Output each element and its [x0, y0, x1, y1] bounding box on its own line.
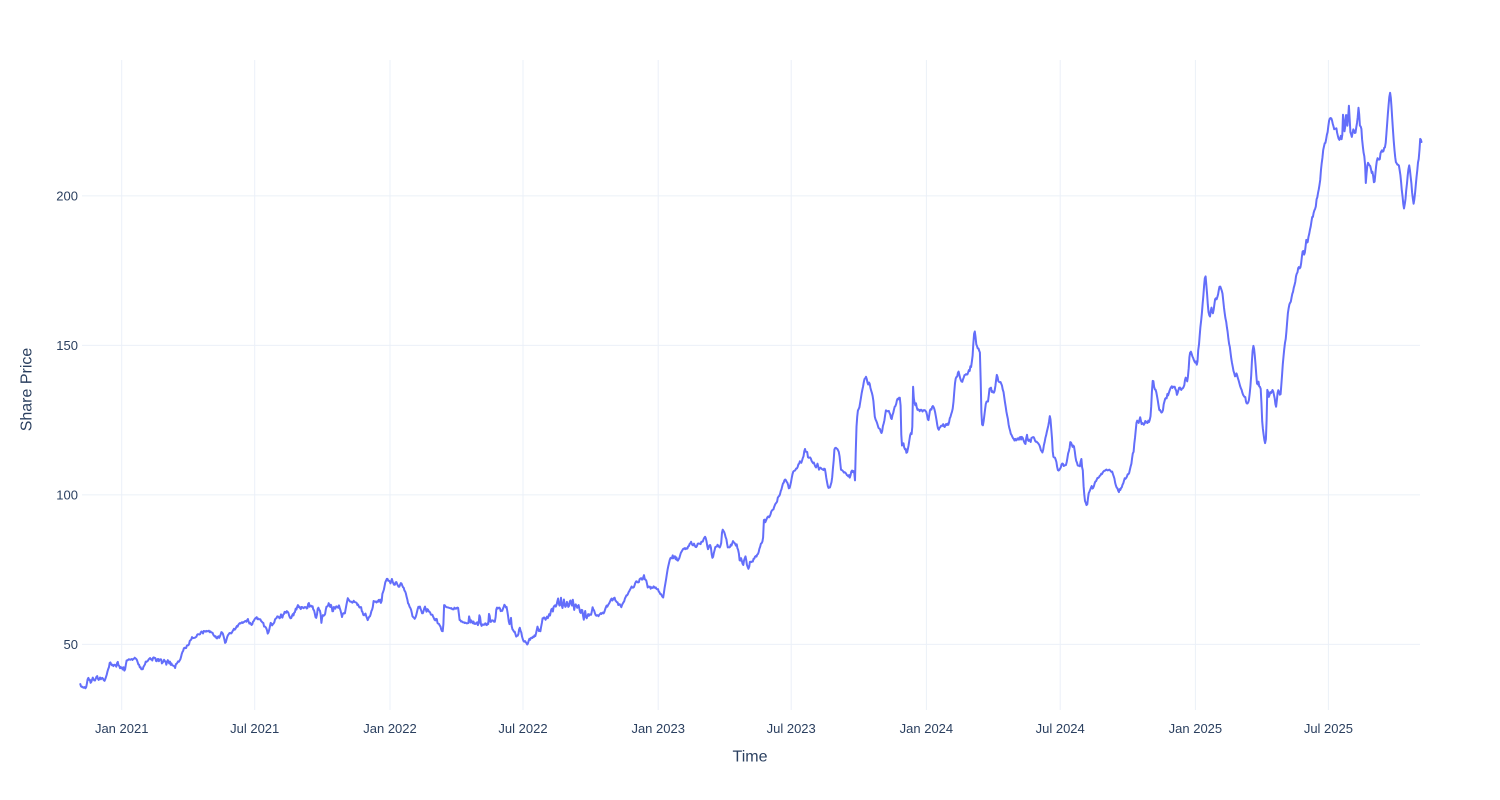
svg-text:Jan 2022: Jan 2022	[363, 721, 417, 736]
svg-text:Jul 2022: Jul 2022	[498, 721, 547, 736]
svg-text:50: 50	[64, 637, 78, 652]
svg-text:200: 200	[56, 188, 78, 203]
svg-text:Jul 2025: Jul 2025	[1304, 721, 1353, 736]
svg-text:Time: Time	[733, 749, 768, 766]
svg-text:Jul 2023: Jul 2023	[767, 721, 816, 736]
svg-text:100: 100	[56, 487, 78, 502]
svg-text:Jan 2025: Jan 2025	[1169, 721, 1223, 736]
svg-text:Share Price: Share Price	[19, 348, 36, 432]
svg-text:Jan 2023: Jan 2023	[631, 721, 685, 736]
svg-text:Jan 2021: Jan 2021	[95, 721, 149, 736]
svg-text:Jul 2021: Jul 2021	[230, 721, 279, 736]
svg-text:Jan 2024: Jan 2024	[900, 721, 954, 736]
svg-text:Jul 2024: Jul 2024	[1036, 721, 1085, 736]
svg-text:150: 150	[56, 338, 78, 353]
